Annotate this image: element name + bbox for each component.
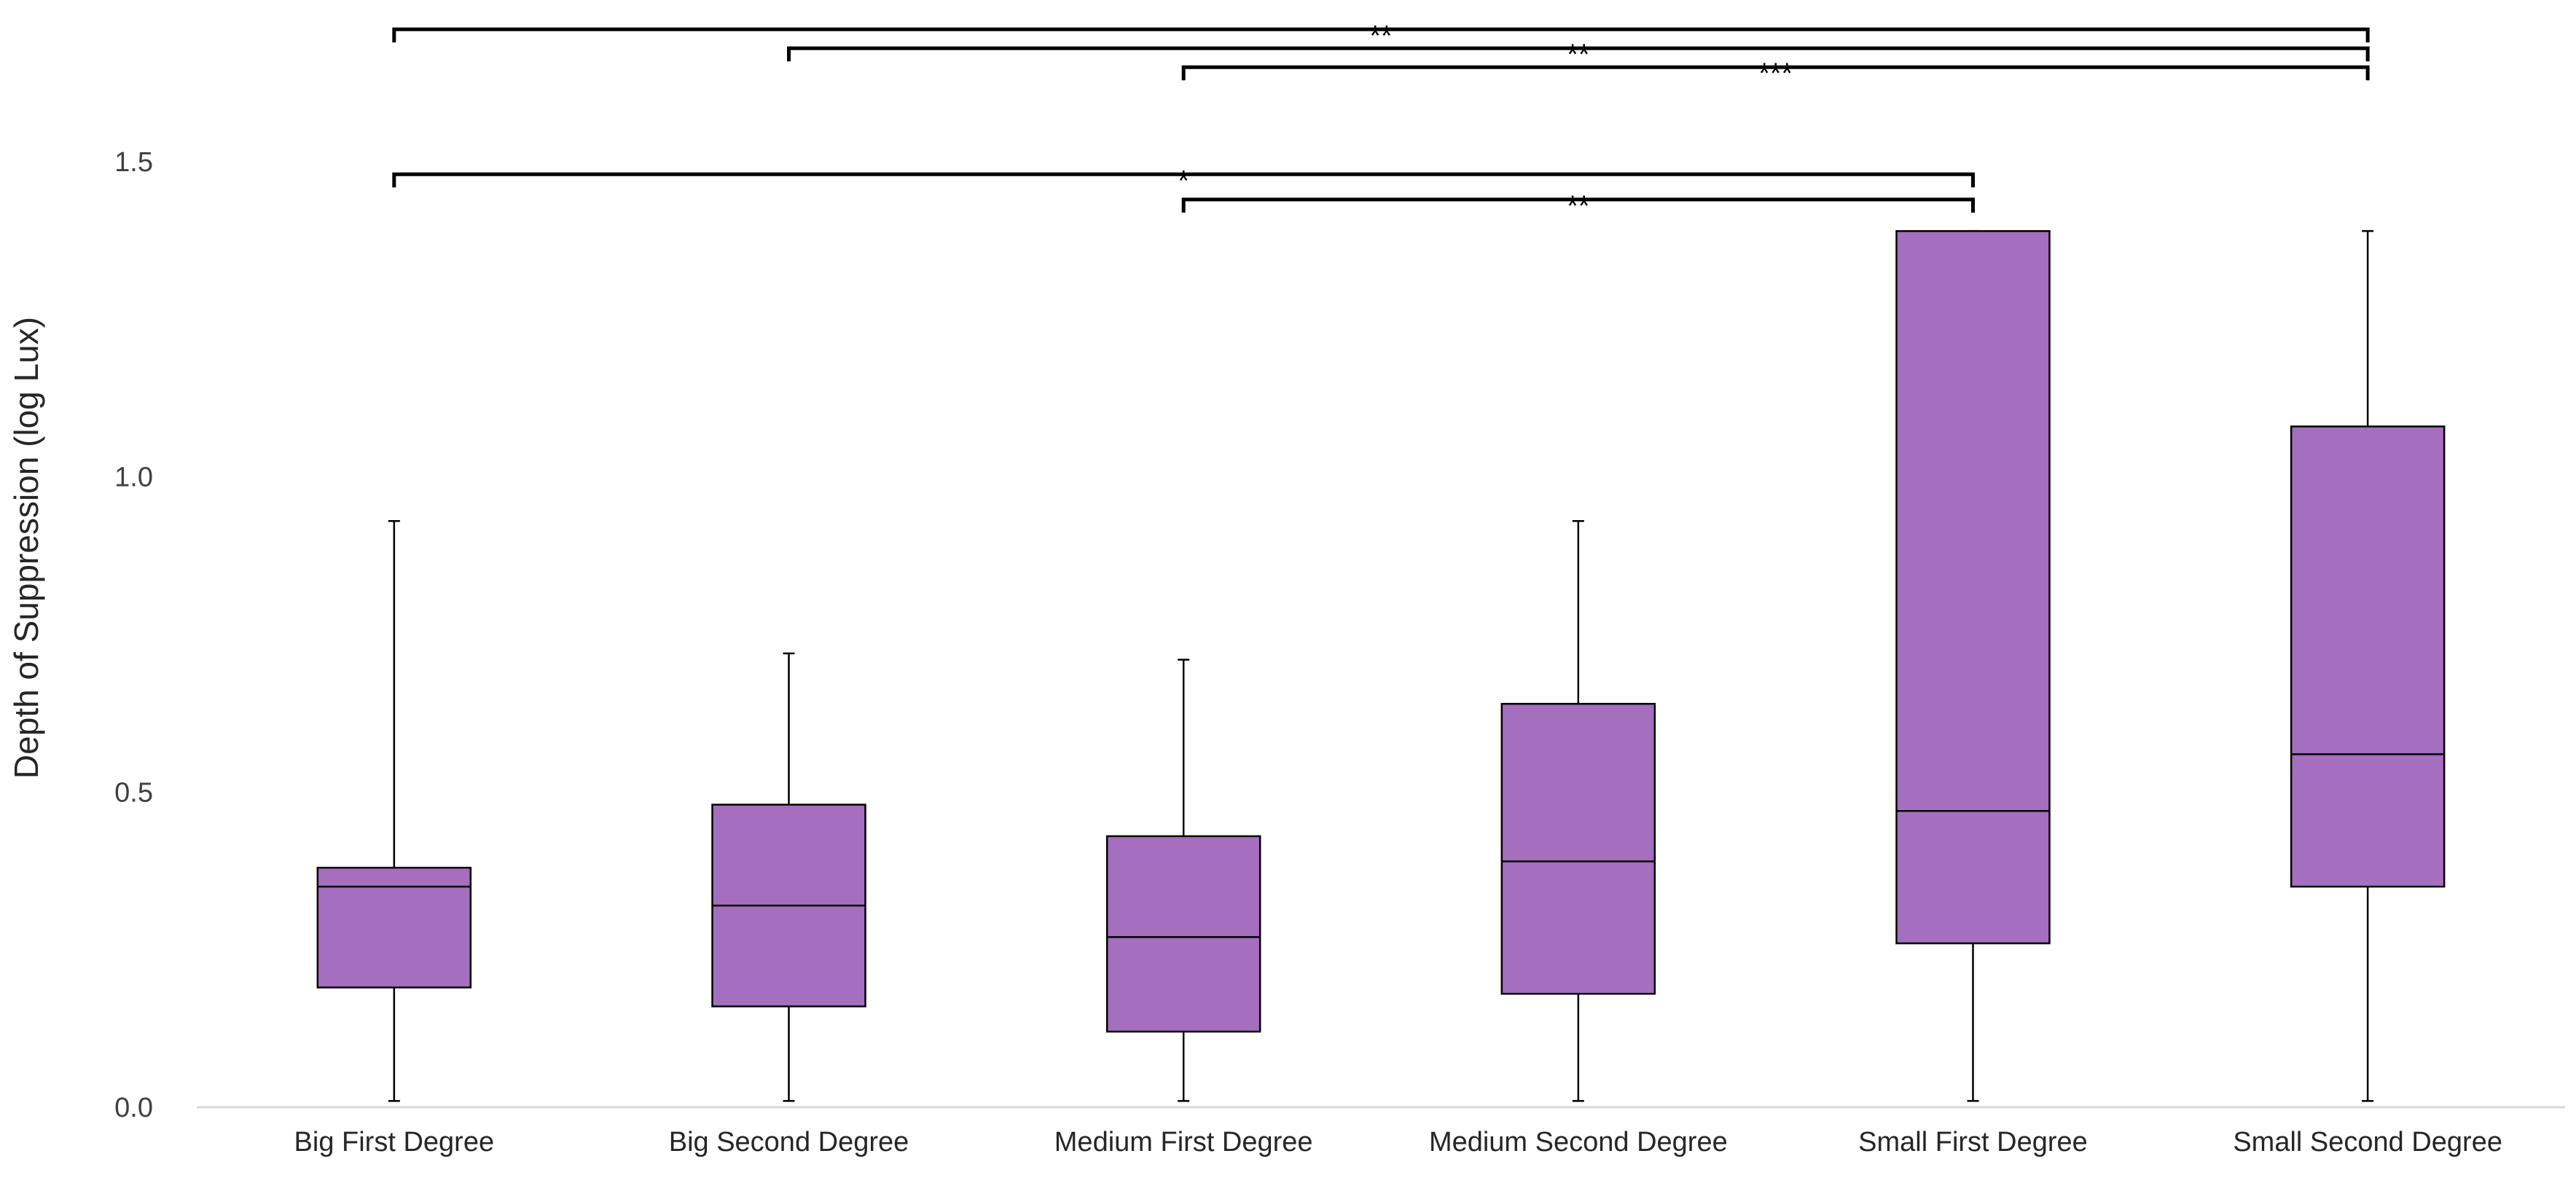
box-iqr <box>1500 702 1656 995</box>
bracket-line <box>392 172 1975 188</box>
bracket-line <box>1181 65 2370 81</box>
x-category-label: Big Second Degree <box>669 1127 909 1158</box>
x-category-label: Medium Second Degree <box>1429 1127 1728 1158</box>
bracket-line <box>1181 197 1975 213</box>
x-category-label: Small First Degree <box>1858 1127 2088 1158</box>
box-group <box>1895 229 2051 1102</box>
box-group <box>711 652 866 1102</box>
significance-bracket: * <box>392 165 1975 197</box>
box-series <box>316 229 2446 1102</box>
box-iqr <box>316 866 472 989</box>
y-axis-ticks: 0.0 0.5 1.0 1.5 <box>114 147 153 1123</box>
box-group <box>316 519 472 1102</box>
significance-brackets: ********** <box>392 20 2370 222</box>
box-iqr <box>1895 229 2051 945</box>
significance-bracket: ** <box>1181 190 1975 222</box>
y-tick-label: 1.0 <box>114 463 153 493</box>
y-tick-label: 1.5 <box>114 147 153 178</box>
y-tick-label: 0.5 <box>114 777 153 808</box>
box-group <box>1105 659 1261 1102</box>
box-iqr <box>2290 425 2446 888</box>
significance-label: *** <box>1758 58 1793 90</box>
x-axis-categories: Big First Degree Big Second Degree Medium … <box>294 1127 2502 1158</box>
significance-label: ** <box>1567 190 1589 222</box>
y-axis-title: Depth of Suppression (log Lux) <box>7 317 45 779</box>
significance-label: * <box>1178 165 1189 197</box>
box-iqr <box>1105 835 1261 1033</box>
bracket-line <box>787 46 2370 62</box>
x-category-label: Small Second Degree <box>2233 1127 2502 1158</box>
x-category-label: Medium First Degree <box>1054 1127 1313 1158</box>
box-group <box>1500 519 1656 1102</box>
box-group <box>2290 229 2446 1102</box>
x-category-label: Big First Degree <box>294 1127 495 1158</box>
bracket-line <box>392 27 2370 43</box>
significance-bracket: *** <box>1181 58 2370 90</box>
y-tick-label: 0.0 <box>114 1093 153 1123</box>
